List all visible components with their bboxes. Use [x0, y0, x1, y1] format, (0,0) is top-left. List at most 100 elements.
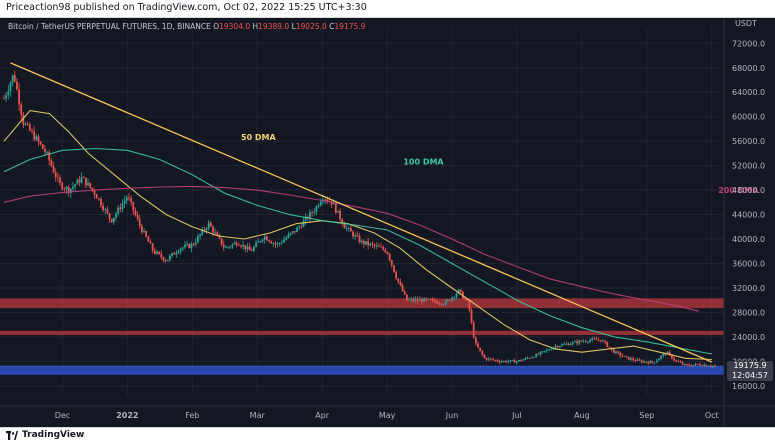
candle-body [699, 364, 701, 366]
candle-body [604, 340, 607, 343]
candle-body [507, 361, 510, 363]
candle-body [285, 237, 288, 240]
candle-body [567, 343, 570, 346]
candle-body [436, 301, 438, 304]
candle-body [35, 136, 38, 140]
candle-body [44, 148, 46, 153]
candle-body [457, 289, 460, 294]
candle-body [100, 198, 102, 206]
low-value: 19025.0 [295, 22, 327, 31]
candle-body [634, 360, 637, 361]
moving-average-line [3, 147, 712, 355]
candle-body [345, 228, 348, 229]
x-tick-label: Mar [250, 411, 266, 420]
candle-body [414, 299, 417, 301]
high-label: H [252, 22, 259, 31]
x-tick-label: May [379, 411, 396, 420]
candle-body [556, 346, 559, 348]
candle-body [13, 75, 16, 82]
candle-body [332, 203, 335, 205]
x-axis: Dec 2022 Feb Mar Apr May Jun Jul Aug Sep Oct [0, 405, 775, 420]
candle-body [386, 252, 389, 254]
candle-body [660, 355, 663, 359]
candle-body [268, 240, 270, 242]
candle-body [451, 297, 454, 301]
candle-body [416, 299, 419, 301]
candle-body [474, 337, 477, 344]
candle-body [257, 241, 260, 243]
candle-body [675, 360, 678, 362]
candle-body [645, 361, 647, 363]
candle-body [39, 141, 42, 145]
candle-body [173, 253, 176, 255]
candle-body [11, 75, 14, 83]
candle-body [673, 358, 675, 361]
x-tick-label: Dec [55, 411, 70, 420]
close-value: 19175.9 [334, 22, 366, 31]
candle-body [494, 359, 497, 361]
candle-body [688, 364, 691, 366]
candle-body [59, 177, 61, 183]
candle-body [576, 341, 579, 344]
candle-body [683, 364, 686, 365]
candle-body [550, 349, 553, 351]
candle-body [390, 260, 393, 266]
candle-body [477, 343, 479, 348]
candle-body [690, 365, 693, 367]
moving-average-line [3, 110, 712, 361]
close-label: C [329, 22, 335, 31]
candle-body [466, 298, 469, 301]
candle-body [425, 298, 428, 300]
candle-body [289, 233, 292, 235]
candle-body [518, 360, 520, 362]
candle-body [164, 260, 167, 262]
candle-body [16, 81, 18, 90]
candle-body [72, 186, 74, 189]
candle-body [429, 298, 432, 300]
candle-body [259, 241, 262, 243]
candle-body [319, 201, 322, 206]
y-tick-label: 56000.0 [732, 137, 765, 146]
candle-body [373, 244, 376, 246]
candle-body [153, 250, 156, 254]
candle-body [362, 240, 365, 245]
candle-body [343, 224, 346, 229]
candle-body [112, 217, 115, 223]
candle-body [95, 194, 98, 199]
currency-label: USDT [735, 19, 757, 28]
x-tick-label: Oct [705, 411, 719, 420]
candle-body [632, 358, 635, 361]
candle-body [597, 339, 600, 341]
high-value: 19389.0 [258, 22, 290, 31]
candle-body [248, 246, 251, 251]
candle-body [192, 244, 195, 245]
candle-body [31, 130, 33, 132]
candle-body [679, 361, 682, 363]
candle-body [134, 210, 137, 215]
candle-body [179, 248, 182, 252]
candle-body [643, 361, 645, 363]
candle-body [171, 253, 173, 256]
candle-body [584, 341, 587, 342]
candle-body [401, 285, 404, 292]
candle-body [468, 300, 471, 311]
candle-body [367, 241, 370, 246]
candle-body [586, 341, 589, 343]
candle-body [102, 205, 105, 211]
candle-body [408, 299, 410, 301]
candle-body [52, 165, 55, 173]
candle-body [119, 207, 122, 210]
candle-body [298, 226, 301, 228]
candle-body [203, 229, 206, 231]
candle-body [24, 124, 27, 125]
candle-body [22, 114, 25, 125]
candle-body [421, 299, 423, 302]
candle-body [300, 226, 303, 228]
candle-body [703, 364, 706, 366]
candle-body [515, 361, 518, 363]
y-axis: 72000.0 68000.0 64000.0 60000.0 56000.0 52000… [723, 17, 765, 427]
candle-body [483, 354, 486, 359]
candle-body [293, 231, 296, 233]
candle-body [664, 353, 667, 355]
